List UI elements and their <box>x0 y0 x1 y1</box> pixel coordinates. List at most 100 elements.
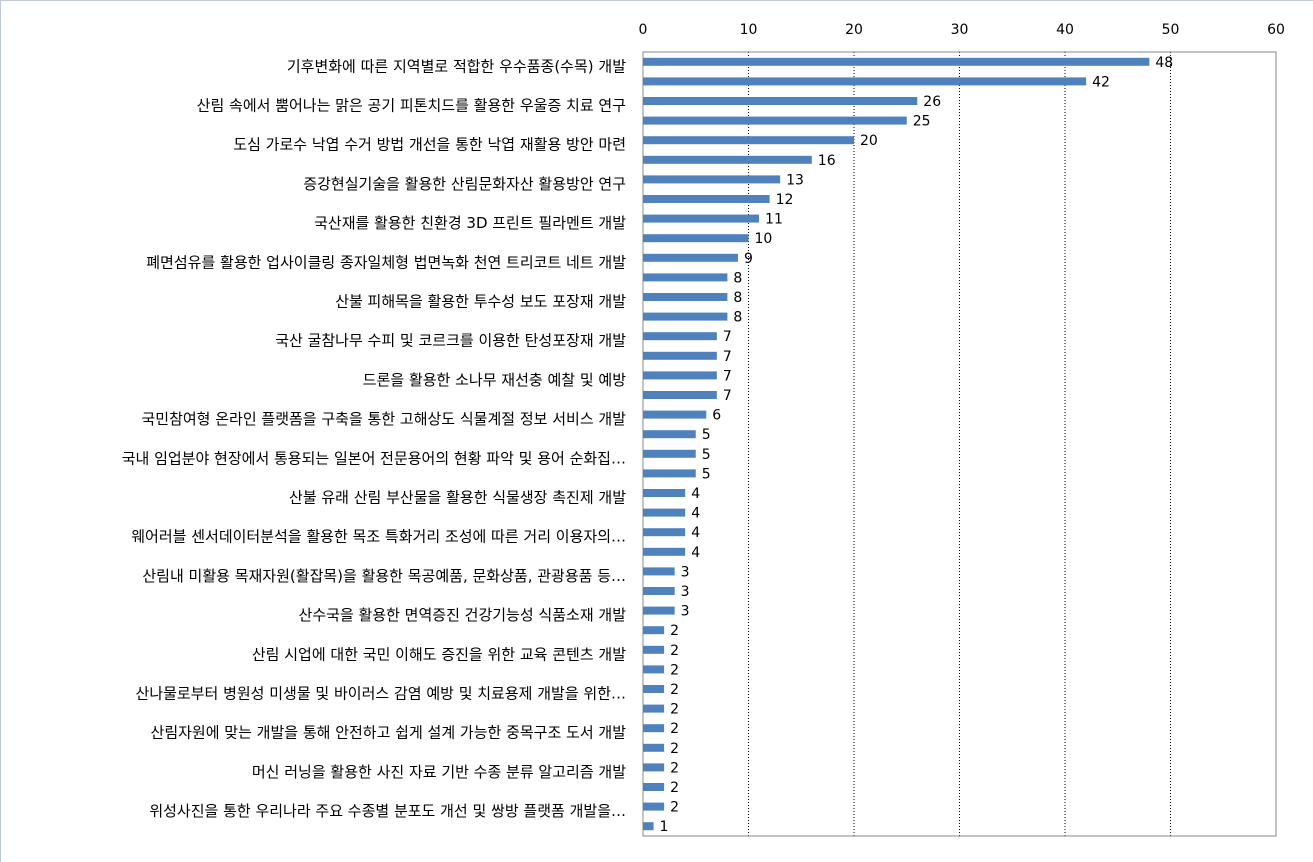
data-label: 2 <box>670 643 679 659</box>
y-tick-label: 국산 굴참나무 수피 및 코르크를 이용한 탄성포장재 개발 <box>275 332 626 350</box>
data-label: 2 <box>670 780 679 796</box>
y-tick-label: 국산재를 활용한 친환경 3D 프린트 필라멘트 개발 <box>314 214 626 232</box>
data-label: 7 <box>723 388 732 404</box>
data-label: 2 <box>670 623 679 639</box>
data-label: 2 <box>670 682 679 698</box>
data-label: 8 <box>733 310 742 326</box>
data-label: 3 <box>681 604 690 620</box>
y-tick-label: 산림 시업에 대한 국민 이해도 증진을 위한 교육 콘텐츠 개발 <box>252 645 626 663</box>
bar <box>643 312 728 321</box>
y-tick-label: 국민참여형 온라인 플랫폼을 구축을 통한 고해상도 식물계절 정보 서비스 개… <box>141 410 626 428</box>
bar <box>643 351 717 360</box>
data-label: 48 <box>1155 55 1173 71</box>
x-tick-label: 30 <box>951 22 969 38</box>
x-tick-label: 40 <box>1056 22 1074 38</box>
data-label: 5 <box>702 447 711 463</box>
y-tick-label: 산림내 미활용 목재자원(활잡목)을 활용한 목공예품, 문화상품, 관광용품 … <box>142 567 626 585</box>
bar <box>643 116 907 125</box>
bar <box>643 606 675 615</box>
data-label: 3 <box>681 584 690 600</box>
data-label: 4 <box>691 525 700 541</box>
data-label: 16 <box>818 153 836 169</box>
data-label: 2 <box>670 800 679 816</box>
bar <box>643 528 686 537</box>
data-label: 7 <box>723 329 732 345</box>
data-label: 2 <box>670 721 679 737</box>
bar <box>643 489 686 497</box>
bar <box>643 430 696 439</box>
data-label: 26 <box>923 94 941 110</box>
y-tick-label: 산림자원에 맞는 개발을 통해 안전하고 쉽게 설계 가능한 중목구조 도서 개… <box>151 724 627 742</box>
bar <box>643 410 707 419</box>
data-label: 6 <box>712 408 721 424</box>
data-label: 2 <box>670 741 679 757</box>
bar <box>643 665 665 674</box>
bar <box>643 724 665 733</box>
bar <box>643 195 770 203</box>
data-label: 25 <box>913 114 931 130</box>
y-tick-label: 드론을 활용한 소나무 재선충 예찰 및 예방 <box>363 371 626 389</box>
y-tick-label: 웨어러블 센서데이터분석을 활용한 목조 특화거리 조성에 따른 거리 이용자의… <box>131 528 626 546</box>
x-tick-label: 10 <box>740 22 758 38</box>
bar <box>643 57 1150 66</box>
data-label: 2 <box>670 760 679 776</box>
bar <box>643 449 696 458</box>
y-tick-label: 국내 임업분야 현장에서 통용되는 일본어 전문용어의 현황 파악 및 용어 순… <box>122 449 626 467</box>
bar <box>643 175 781 184</box>
bar <box>643 273 728 282</box>
x-tick-label: 20 <box>845 22 863 38</box>
bar <box>643 469 696 478</box>
y-tick-label: 기후변화에 따른 지역별로 적합한 우수품종(수목) 개발 <box>287 57 626 75</box>
bar <box>643 783 665 791</box>
bar <box>643 332 717 341</box>
bar <box>643 802 665 811</box>
bar <box>643 508 686 517</box>
data-label: 1 <box>660 819 669 835</box>
y-tick-label: 증강현실기술을 활용한 산림문화자산 활용방안 연구 <box>303 175 626 193</box>
data-label: 4 <box>691 506 700 522</box>
bar <box>643 626 665 635</box>
data-label: 42 <box>1092 74 1110 90</box>
x-tick-label: 60 <box>1267 22 1285 38</box>
data-label: 4 <box>691 545 700 561</box>
bar <box>643 293 728 301</box>
y-tick-label: 위성사진을 통한 우리나라 주요 수종별 분포도 개선 및 쌍방 플랫폼 개발을… <box>149 802 626 820</box>
x-tick-label: 50 <box>1162 22 1180 38</box>
data-label: 5 <box>702 466 711 482</box>
bar <box>643 763 665 772</box>
y-tick-label: 산나물로부터 병원성 미생물 및 바이러스 감염 예방 및 치료용제 개발을 위… <box>136 685 626 703</box>
bar <box>643 743 665 752</box>
data-label: 2 <box>670 702 679 718</box>
bar <box>643 547 686 556</box>
data-label: 11 <box>765 212 783 228</box>
bar <box>643 371 717 380</box>
bar <box>643 234 749 243</box>
bar <box>643 822 654 831</box>
data-label: 7 <box>723 368 732 384</box>
bar <box>643 391 717 399</box>
y-tick-label: 산림 속에서 뿜어나는 맑은 공기 피톤치드를 활용한 우울증 치료 연구 <box>197 97 626 115</box>
data-label: 2 <box>670 662 679 678</box>
data-label: 4 <box>691 486 700 502</box>
data-label: 8 <box>733 270 742 286</box>
bar <box>643 704 665 713</box>
bar <box>643 567 675 576</box>
y-tick-label: 폐면섬유를 활용한 업사이클링 종자일체형 법면녹화 천연 트리코트 네트 개발 <box>146 253 626 271</box>
plot-area <box>642 51 1277 837</box>
bar <box>643 214 760 223</box>
bar <box>643 253 738 262</box>
data-label: 10 <box>755 231 773 247</box>
y-tick-label: 산불 피해목을 활용한 투수성 보도 포장재 개발 <box>335 293 626 311</box>
bar <box>643 685 665 693</box>
data-label: 5 <box>702 427 711 443</box>
bar <box>643 97 918 105</box>
data-label: 7 <box>723 349 732 365</box>
bar <box>643 645 665 654</box>
data-label: 3 <box>681 564 690 580</box>
data-label: 8 <box>733 290 742 306</box>
bar <box>643 155 812 164</box>
data-label: 9 <box>744 251 753 267</box>
y-tick-label: 산수국을 활용한 면역증진 건강기능성 식품소재 개발 <box>299 606 627 624</box>
